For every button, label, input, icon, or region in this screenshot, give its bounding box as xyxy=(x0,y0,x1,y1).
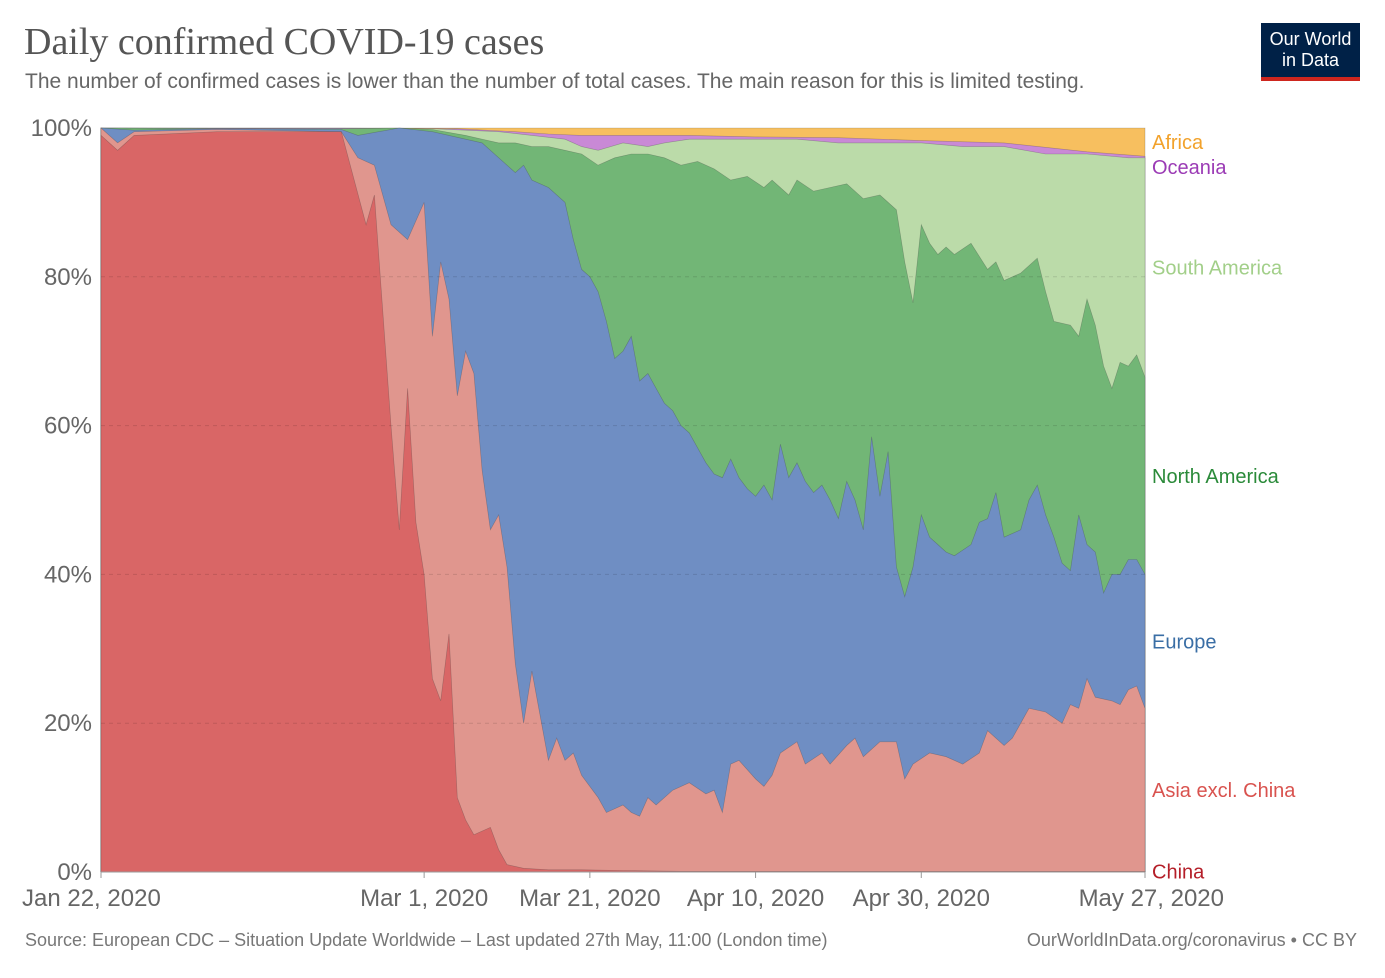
legend-label-asia-excl-china[interactable]: Asia excl. China xyxy=(1152,780,1296,802)
x-tick-label: Mar 21, 2020 xyxy=(519,885,660,912)
legend-label-south-america[interactable]: South America xyxy=(1152,258,1283,280)
y-tick-label: 60% xyxy=(44,413,92,440)
area-layer xyxy=(100,127,1146,873)
y-tick-label: 100% xyxy=(31,115,92,142)
y-tick-label: 20% xyxy=(44,710,92,737)
y-tick-label: 80% xyxy=(44,264,92,291)
source-note: Source: European CDC – Situation Update … xyxy=(25,930,828,950)
logo-line-1: Our World xyxy=(1269,29,1352,49)
gridlines xyxy=(101,276,1145,724)
x-tick-label: Mar 1, 2020 xyxy=(360,885,488,912)
area-china[interactable] xyxy=(100,131,1146,873)
y-tick-label: 40% xyxy=(44,561,92,588)
legend-label-north-america[interactable]: North America xyxy=(1152,466,1280,488)
chart-title: Daily confirmed COVID-19 cases xyxy=(24,21,545,63)
legend-label-oceania[interactable]: Oceania xyxy=(1152,157,1227,179)
credit-link[interactable]: OurWorldInData.org/coronavirus • CC BY xyxy=(1026,930,1357,950)
legend-label-africa[interactable]: Africa xyxy=(1152,132,1204,154)
x-tick-label: Jan 22, 2020 xyxy=(22,885,161,912)
x-tick-label: Apr 10, 2020 xyxy=(687,885,824,912)
y-tick-label: 0% xyxy=(57,859,92,886)
chart-subtitle: The number of confirmed cases is lower t… xyxy=(25,70,1085,93)
legend-label-europe[interactable]: Europe xyxy=(1152,631,1217,653)
owid-logo[interactable]: Our World in Data xyxy=(1261,23,1360,81)
x-tick-label: May 27, 2020 xyxy=(1079,885,1224,912)
legend-label-china[interactable]: China xyxy=(1152,862,1205,884)
legend: China Asia excl. China Europe North America… xyxy=(1152,132,1296,884)
x-axis: Jan 22, 2020 Mar 1, 2020 Mar 21, 2020 Apr 1… xyxy=(22,871,1224,912)
y-axis: 0% 20% 40% 60% 80% 100% xyxy=(31,115,92,886)
x-tick-label: Apr 30, 2020 xyxy=(853,885,990,912)
logo-line-2: in Data xyxy=(1281,50,1340,70)
